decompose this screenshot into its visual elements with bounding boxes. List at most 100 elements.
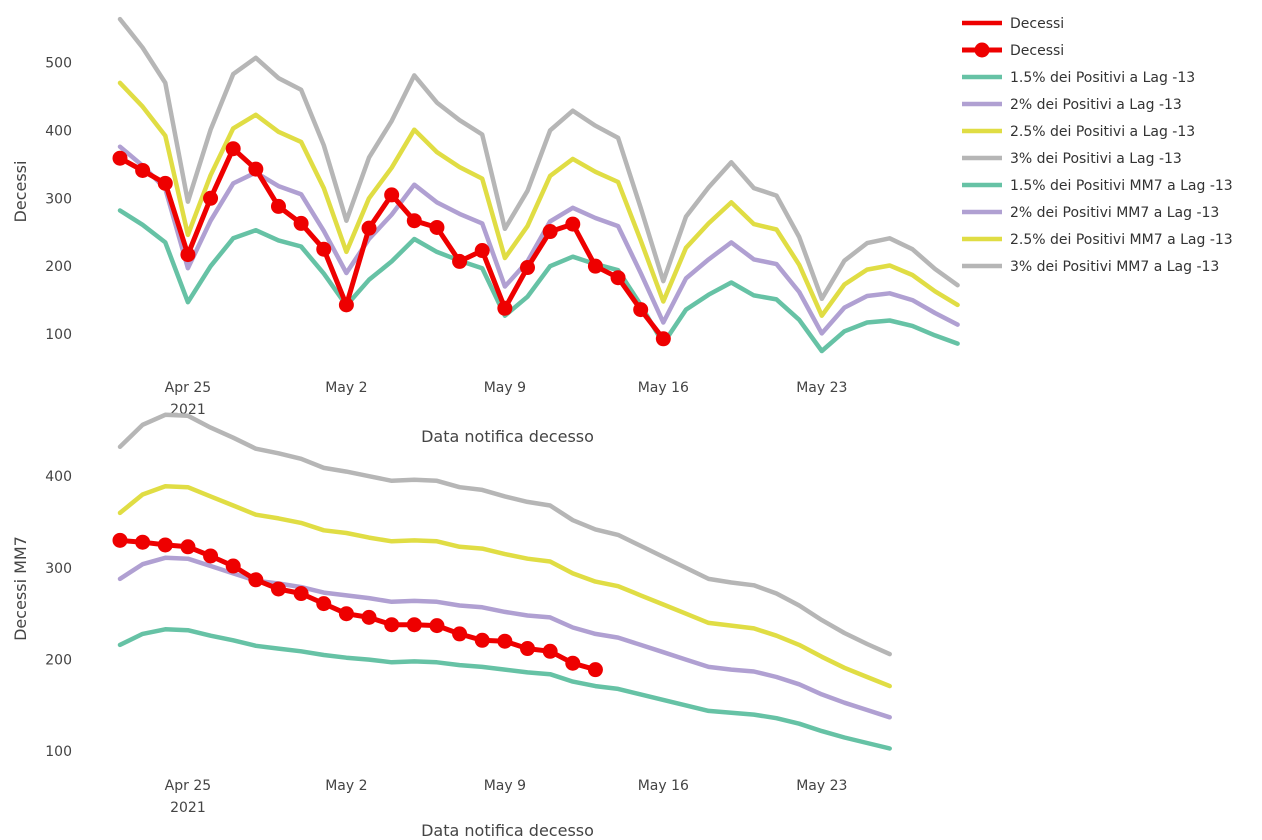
data-point bbox=[112, 150, 128, 166]
data-point bbox=[542, 643, 558, 659]
legend-item[interactable]: 3% dei Positivi MM7 a Lag -13 bbox=[962, 259, 1219, 275]
data-point bbox=[520, 260, 535, 276]
y-tick-label: 200 bbox=[45, 259, 72, 275]
data-point bbox=[203, 190, 219, 206]
x-tick-label: May 23 bbox=[796, 778, 847, 794]
x-axis-title: Data notifica decesso bbox=[421, 821, 594, 840]
y-tick-label: 300 bbox=[45, 191, 72, 207]
data-point bbox=[587, 662, 603, 678]
y-axis-title: Decessi MM7 bbox=[11, 536, 30, 641]
legend-label: 3% dei Positivi MM7 a Lag -13 bbox=[1010, 259, 1219, 275]
legend-item[interactable]: 1.5% dei Positivi MM7 a Lag -13 bbox=[962, 178, 1233, 194]
data-point bbox=[406, 213, 422, 229]
legend-label: 1.5% dei Positivi a Lag -13 bbox=[1010, 70, 1195, 86]
legend-label: Decessi bbox=[1010, 16, 1064, 32]
legend-marker bbox=[974, 42, 990, 58]
x-axis-title: Data notifica decesso bbox=[421, 427, 594, 446]
series-line-0-3 bbox=[117, 16, 960, 302]
data-point bbox=[225, 558, 241, 574]
data-point bbox=[225, 141, 241, 157]
data-point bbox=[474, 243, 490, 259]
data-point bbox=[270, 198, 286, 214]
legend-label: 1.5% dei Positivi MM7 a Lag -13 bbox=[1010, 178, 1233, 194]
legend-label: 2% dei Positivi MM7 a Lag -13 bbox=[1010, 205, 1219, 221]
x-tick-label: May 9 bbox=[484, 380, 526, 396]
y-axis-title: Decessi bbox=[11, 161, 30, 223]
data-point bbox=[157, 537, 173, 553]
series-line-1-3 bbox=[117, 412, 892, 657]
legend-item[interactable]: 3% dei Positivi a Lag -13 bbox=[962, 151, 1182, 167]
data-point bbox=[361, 220, 377, 236]
x-tick-year-label: 2021 bbox=[170, 800, 206, 816]
data-point bbox=[270, 581, 286, 597]
x-tick-label: May 16 bbox=[638, 380, 689, 396]
data-point bbox=[497, 300, 513, 316]
legend-item[interactable]: 2.5% dei Positivi MM7 a Lag -13 bbox=[962, 232, 1233, 248]
x-tick-label: May 2 bbox=[325, 380, 367, 396]
chart-legend[interactable]: Decessi Decessi 1.5% dei Positivi a Lag -1… bbox=[962, 16, 1233, 275]
y-tick-label: 400 bbox=[45, 469, 72, 485]
y-tick-label: 100 bbox=[45, 327, 72, 343]
data-point bbox=[655, 331, 671, 347]
data-point bbox=[384, 617, 400, 633]
data-point bbox=[316, 241, 332, 257]
data-point bbox=[112, 532, 128, 548]
data-point bbox=[565, 655, 581, 671]
x-tick-label: May 16 bbox=[638, 778, 689, 794]
legend-label: 2% dei Positivi a Lag -13 bbox=[1010, 97, 1182, 113]
data-point bbox=[497, 633, 513, 649]
data-point bbox=[587, 258, 603, 274]
data-point bbox=[384, 187, 400, 203]
data-point bbox=[610, 270, 626, 286]
y-tick-label: 400 bbox=[45, 123, 72, 139]
data-point bbox=[293, 215, 309, 231]
data-point bbox=[248, 161, 264, 177]
data-point bbox=[135, 162, 151, 178]
data-point bbox=[633, 302, 649, 318]
data-point bbox=[338, 297, 354, 313]
data-point bbox=[316, 596, 332, 612]
data-point bbox=[474, 632, 490, 648]
legend-item[interactable]: Decessi bbox=[962, 16, 1064, 32]
x-tick-label: Apr 25 bbox=[165, 380, 211, 396]
x-tick-label: Apr 25 bbox=[165, 778, 211, 794]
data-point bbox=[135, 534, 151, 550]
data-point bbox=[429, 618, 445, 634]
data-point bbox=[429, 219, 445, 235]
y-tick-label: 100 bbox=[45, 744, 72, 760]
legend-label: Decessi bbox=[1010, 43, 1064, 59]
data-point bbox=[157, 175, 173, 191]
data-point bbox=[203, 548, 219, 564]
y-tick-label: 300 bbox=[45, 561, 72, 577]
series-line-1-0 bbox=[117, 627, 892, 751]
legend-item[interactable]: 2% dei Positivi MM7 a Lag -13 bbox=[962, 205, 1219, 221]
legend-label: 2.5% dei Positivi MM7 a Lag -13 bbox=[1010, 232, 1233, 248]
legend-label: 3% dei Positivi a Lag -13 bbox=[1010, 151, 1182, 167]
legend-label: 2.5% dei Positivi a Lag -13 bbox=[1010, 124, 1195, 140]
data-point bbox=[406, 617, 422, 633]
x-tick-label: May 23 bbox=[796, 380, 847, 396]
data-point bbox=[452, 253, 468, 269]
legend-item[interactable]: Decessi bbox=[962, 42, 1064, 60]
data-point bbox=[180, 539, 196, 555]
data-point bbox=[293, 586, 309, 602]
series-line-0-2 bbox=[117, 80, 960, 318]
y-tick-label: 500 bbox=[45, 56, 72, 72]
series-line-1-2 bbox=[117, 484, 892, 689]
series-line-1-1 bbox=[117, 555, 892, 720]
data-point bbox=[542, 224, 558, 240]
bottom-chart-panel: 100 200 300 400 Apr 25 2021 May 2 May 9 May 16 Ma… bbox=[11, 412, 892, 840]
data-point bbox=[361, 609, 377, 625]
legend-item[interactable]: 1.5% dei Positivi a Lag -13 bbox=[962, 70, 1195, 86]
data-point bbox=[520, 641, 535, 657]
data-point bbox=[338, 606, 354, 622]
legend-item[interactable]: 2% dei Positivi a Lag -13 bbox=[962, 97, 1182, 113]
x-tick-label: May 9 bbox=[484, 778, 526, 794]
data-point bbox=[248, 572, 264, 588]
legend-item[interactable]: 2.5% dei Positivi a Lag -13 bbox=[962, 124, 1195, 140]
data-point bbox=[565, 216, 581, 232]
data-point bbox=[452, 626, 468, 642]
x-tick-label: May 2 bbox=[325, 778, 367, 794]
